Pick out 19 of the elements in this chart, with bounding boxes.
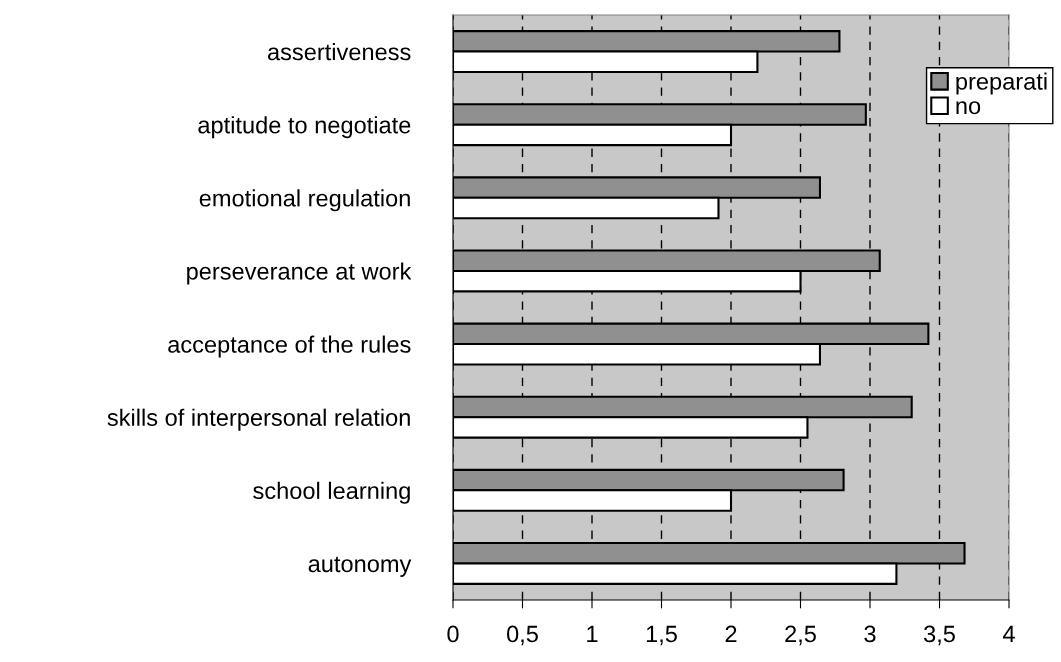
legend-label: no	[956, 101, 981, 115]
x-tick-label: 3	[864, 625, 876, 643]
y-tick-label: autonomy	[308, 556, 412, 577]
x-tick-label: 1,5	[646, 625, 677, 646]
y-tick-label: perseverance at work	[187, 262, 412, 285]
x-tick-label: 0,5	[507, 625, 538, 646]
y-tick-label: emotional regulation	[199, 189, 410, 212]
legend-label: preparati	[956, 72, 1047, 95]
y-tick-label: skills of interpersonal relation	[107, 408, 410, 431]
x-tick-label: 3,5	[923, 625, 955, 646]
x-tick-label: 0	[447, 625, 459, 643]
y-tick-label: aptitude to negotiate	[198, 116, 411, 139]
y-tick-label: school learning	[253, 481, 410, 504]
x-tick-label: 2,5	[785, 625, 816, 646]
x-tick-label: 1	[587, 625, 598, 643]
y-tick-label: acceptance of the rules	[168, 335, 411, 358]
x-tick-label: 2	[725, 625, 737, 643]
y-tick-label: assertiveness	[267, 43, 411, 61]
x-tick-label: 4	[1002, 625, 1015, 643]
